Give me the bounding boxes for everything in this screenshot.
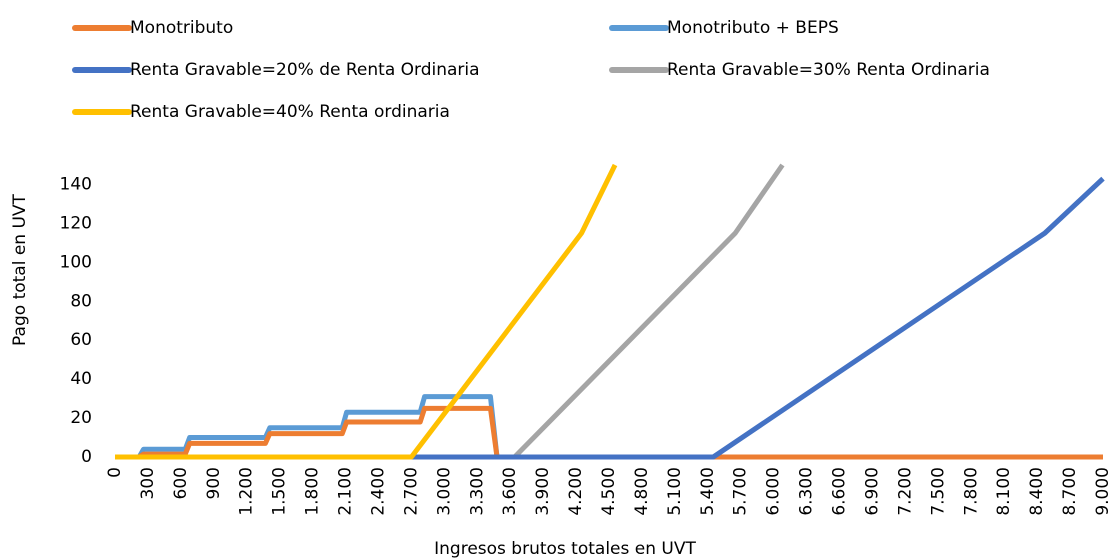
x-tick-label: 1.500 xyxy=(270,467,290,516)
x-tick-label: 7.200 xyxy=(895,467,915,516)
y-axis-title: Pago total en UVT xyxy=(10,193,30,345)
x-tick-label: 9.000 xyxy=(1093,467,1113,516)
legend-label: Renta Gravable=30% Renta Ordinaria xyxy=(667,60,990,80)
x-tick-label: 8.700 xyxy=(1060,467,1080,516)
x-tick-label: 5.100 xyxy=(665,467,685,516)
x-tick-label: 7.800 xyxy=(961,467,981,516)
x-tick-label: 3.900 xyxy=(533,467,553,516)
y-tick-label: 80 xyxy=(70,291,92,311)
plot-area xyxy=(115,163,1105,460)
legend-label: Monotributo + BEPS xyxy=(667,18,839,38)
x-tick-label: 3.300 xyxy=(467,467,487,516)
x-tick-label: 2.100 xyxy=(336,467,356,516)
x-tick-label: 5.700 xyxy=(731,467,751,516)
y-tick-label: 0 xyxy=(81,447,92,467)
series-line xyxy=(115,176,1105,460)
y-tick-label: 140 xyxy=(60,174,92,194)
legend: Monotributo Monotributo + BEPS Renta Grava… xyxy=(72,18,990,122)
x-tick-label: 4.500 xyxy=(599,467,619,516)
x-tick-label: 7.500 xyxy=(928,467,948,516)
x-tick-label: 3.600 xyxy=(500,467,520,516)
x-tick-label: 4.200 xyxy=(566,467,586,516)
x-tick-label: 6.000 xyxy=(764,467,784,516)
x-tick-label: 1.200 xyxy=(237,467,257,516)
y-tick-label: 40 xyxy=(70,369,92,389)
x-tick-label: 5.400 xyxy=(698,467,718,516)
y-tick-label: 20 xyxy=(70,408,92,428)
y-tick-label: 60 xyxy=(70,330,92,350)
y-tick-label: 100 xyxy=(60,252,92,272)
x-tick-label: 6.300 xyxy=(797,467,817,516)
series-line xyxy=(115,163,785,460)
x-tick-label: 2.700 xyxy=(401,467,421,516)
series-line xyxy=(115,405,1103,460)
x-tick-label: 1.800 xyxy=(303,467,323,516)
legend-label: Renta Gravable=40% Renta ordinaria xyxy=(130,102,450,122)
x-tick-label: 600 xyxy=(171,467,191,499)
x-tick-label: 4.800 xyxy=(632,467,652,516)
x-tick-label: 900 xyxy=(204,467,224,499)
x-tick-label: 0 xyxy=(105,467,125,478)
x-tick-label: 300 xyxy=(138,467,158,499)
series-line xyxy=(115,394,1103,460)
x-tick-label: 8.400 xyxy=(1027,467,1047,516)
x-tick-label: 2.400 xyxy=(368,467,388,516)
x-tick-label: 8.100 xyxy=(994,467,1014,516)
x-tick-label: 3.000 xyxy=(434,467,454,516)
legend-label: Renta Gravable=20% de Renta Ordinaria xyxy=(130,60,480,80)
x-tick-label: 6.900 xyxy=(862,467,882,516)
x-axis-title: Ingresos brutos totales en UVT xyxy=(434,539,696,559)
x-tick-label: 6.600 xyxy=(830,467,850,516)
y-tick-label: 120 xyxy=(60,213,92,233)
legend-label: Monotributo xyxy=(130,18,233,38)
series-line xyxy=(115,163,618,460)
